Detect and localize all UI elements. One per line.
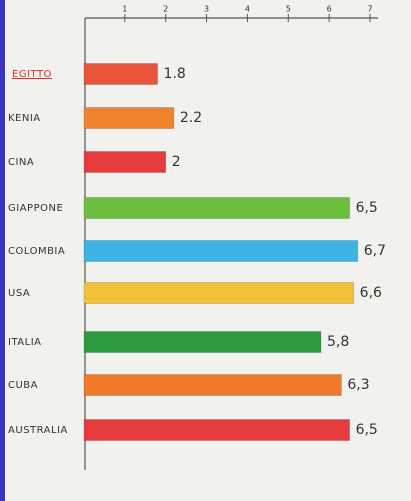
category-label: GIAPPONE <box>8 203 63 214</box>
x-tick-label: 6 <box>327 5 332 14</box>
value-label: 6,6 <box>360 285 382 301</box>
value-label: 6,7 <box>364 243 386 259</box>
x-tick-label: 3 <box>204 5 209 14</box>
value-label: 1.8 <box>164 66 186 82</box>
bar <box>83 197 351 219</box>
category-label: EGITTO <box>12 69 52 80</box>
x-tick-label: 4 <box>245 5 250 14</box>
bar <box>83 282 355 304</box>
border <box>0 0 5 501</box>
category-label: AUSTRALIA <box>8 425 68 436</box>
value-label: 6,5 <box>356 422 378 438</box>
bar <box>83 240 359 262</box>
category-label: CINA <box>8 157 34 168</box>
category-label: COLOMBIA <box>8 246 65 257</box>
category-label: CUBA <box>8 380 38 391</box>
value-label: 5,8 <box>327 334 349 350</box>
value-label: 6,5 <box>356 200 378 216</box>
x-tick-label: 7 <box>367 5 372 14</box>
bar <box>83 331 322 353</box>
bar <box>83 374 342 396</box>
bar <box>83 151 167 173</box>
value-label: 2 <box>172 154 181 170</box>
bar <box>83 107 175 129</box>
category-label: USA <box>8 288 30 299</box>
x-tick-label: 1 <box>122 5 127 14</box>
value-label: 6,3 <box>347 377 369 393</box>
category-label: ITALIA <box>8 337 41 348</box>
bar <box>83 419 351 441</box>
x-tick-label: 5 <box>286 5 291 14</box>
value-label: 2.2 <box>180 110 202 126</box>
x-tick-label: 2 <box>163 5 168 14</box>
bar <box>83 63 159 85</box>
category-label: KENIA <box>8 113 41 124</box>
